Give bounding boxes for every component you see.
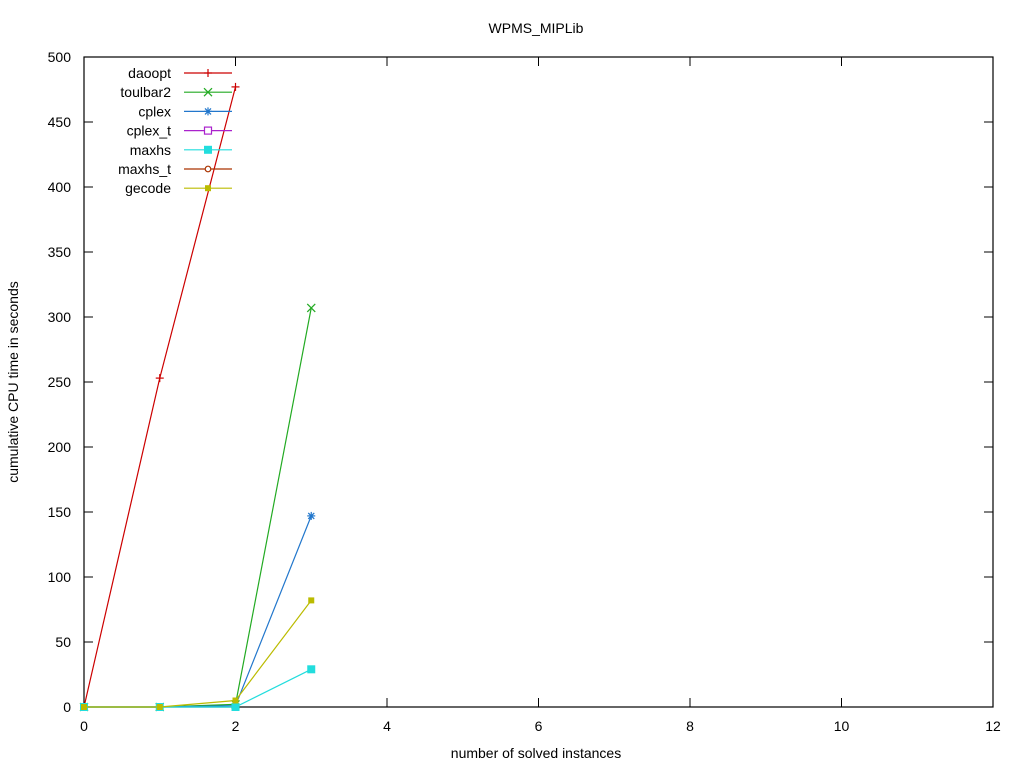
data-point-marker: [204, 69, 212, 77]
y-axis-label: cumulative CPU time in seconds: [5, 281, 21, 483]
legend-item-cplex-t: cplex_t: [127, 123, 232, 139]
x-tick-label: 2: [232, 718, 240, 734]
series-group: [79, 82, 316, 712]
data-point-marker: [306, 303, 316, 313]
data-point-marker: [203, 126, 213, 135]
y-tick-label: 450: [48, 114, 72, 130]
x-tick-label: 6: [535, 718, 543, 734]
legend-label: maxhs: [130, 142, 171, 158]
legend-label: gecode: [125, 180, 171, 196]
legend-label: maxhs_t: [118, 161, 171, 177]
data-point-marker: [232, 697, 239, 704]
legend-item-daoopt: daoopt: [128, 65, 232, 81]
legend-item-cplex: cplex: [138, 103, 232, 119]
y-tick-label: 250: [48, 374, 72, 390]
legend-label: cplex: [138, 103, 171, 119]
y-tick-label: 200: [48, 439, 72, 455]
data-point-marker: [204, 165, 212, 173]
x-tick-label: 8: [686, 718, 694, 734]
y-tick-label: 50: [55, 634, 71, 650]
x-tick-label: 12: [985, 718, 1001, 734]
series-daoopt: [80, 82, 240, 711]
legend-item-gecode: gecode: [125, 180, 232, 196]
data-point-marker: [308, 597, 315, 604]
x-tick-label: 0: [80, 718, 88, 734]
legend-label: toulbar2: [120, 84, 171, 100]
legend-item-maxhs-t: maxhs_t: [118, 161, 232, 177]
data-point-marker: [231, 703, 240, 711]
legend-label: daoopt: [128, 65, 171, 81]
data-point-marker: [155, 374, 164, 383]
chart-title: WPMS_MIPLib: [489, 20, 584, 36]
data-point-marker: [204, 107, 212, 116]
data-point-marker: [204, 145, 212, 154]
plot-frame: [83, 56, 994, 708]
legend-item-maxhs: maxhs: [130, 142, 232, 158]
x-tick-label: 4: [383, 718, 391, 734]
y-tick-label: 500: [48, 49, 72, 65]
series-cplex: [80, 511, 316, 711]
legend-label: cplex_t: [127, 123, 171, 139]
y-tick-label: 400: [48, 179, 72, 195]
axes: 0 50 100 150 200 250 300 350 400 450 500 0 2 4 6 8 10 12: [48, 49, 1001, 734]
series-toulbar2: [79, 303, 316, 712]
legend-item-toulbar2: toulbar2: [120, 84, 232, 100]
data-point-marker: [307, 665, 316, 674]
data-point-marker: [203, 87, 213, 97]
x-axis-label: number of solved instances: [451, 745, 621, 761]
series-gecode: [81, 597, 315, 710]
y-tick-label: 300: [48, 309, 72, 325]
x-tick-label: 10: [834, 718, 850, 734]
data-point-marker: [231, 82, 240, 91]
data-point-marker: [81, 704, 87, 710]
y-tick-label: 350: [48, 244, 72, 260]
data-point-marker: [205, 185, 211, 192]
data-point-marker: [307, 511, 316, 520]
y-tick-label: 150: [48, 504, 72, 520]
data-point-marker: [156, 704, 163, 710]
y-tick-label: 100: [48, 569, 72, 585]
y-tick-label: 0: [63, 699, 71, 715]
